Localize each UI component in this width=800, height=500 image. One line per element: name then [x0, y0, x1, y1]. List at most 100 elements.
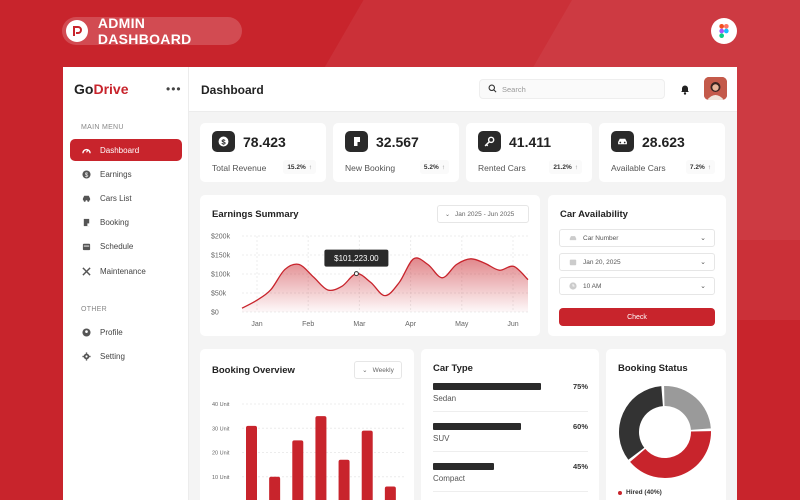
date-select[interactable]: Jan 20, 2025 ⌄ — [559, 253, 715, 271]
more-dots-icon[interactable]: ••• — [166, 82, 182, 96]
topbar: Dashboard — [189, 67, 737, 112]
stat-value: 32.567 — [376, 134, 419, 150]
earnings-area — [242, 257, 528, 312]
stat-change-badge: 15.2% ↑ — [283, 160, 316, 174]
stat-label: New Booking — [345, 163, 396, 173]
sidebar-item-dashboard[interactable]: Dashboard — [70, 139, 182, 161]
booking-bar — [384, 486, 396, 500]
chevron-down-icon: ⌄ — [700, 235, 706, 242]
sidebar-item-cars-list[interactable]: Cars List — [70, 187, 182, 209]
app-logo[interactable]: GoDrive — [74, 81, 129, 97]
bell-icon[interactable] — [676, 80, 694, 98]
divider — [433, 411, 588, 412]
arrow-up-icon: ↑ — [707, 163, 711, 171]
clock-icon — [569, 282, 577, 290]
other-menu-label: OTHER — [81, 306, 107, 313]
stat-value: 41.411 — [509, 134, 552, 150]
x-tick-label: Jan — [251, 321, 262, 328]
dollar-icon: $ — [212, 131, 235, 152]
booking-bar — [246, 425, 257, 500]
donut-segment — [619, 386, 663, 460]
sidebar-item-profile[interactable]: Profile — [70, 321, 182, 343]
y-tick-label: $0 — [211, 310, 219, 317]
divider — [433, 451, 588, 452]
sidebar-item-schedule[interactable]: Schedule — [70, 235, 182, 257]
booking-bar — [269, 476, 281, 500]
y-tick-label: $100k — [211, 272, 231, 279]
x-tick-label: Apr — [405, 321, 417, 328]
booking-overview-chart: 40 Unit 30 Unit 20 Unit 10 Unit — [212, 402, 404, 500]
donut-segment — [664, 386, 711, 430]
sidebar-item-earnings[interactable]: $ Earnings — [70, 163, 182, 185]
booking-status-title: Booking Status — [618, 363, 688, 374]
dashboard-window: GoDrive ••• MAIN MENU Dashboard $ Earnin… — [63, 67, 737, 500]
gear-icon — [82, 351, 91, 361]
key-icon — [478, 131, 501, 152]
earnings-summary-card: Earnings Summary ⌄ Jan 2025 - Jun 2025 $2… — [200, 195, 540, 336]
stat-card-total-revenue[interactable]: $ 78.423 Total Revenue 15.2% ↑ — [200, 123, 326, 182]
y-tick-label: 20 Unit — [212, 451, 230, 457]
car-number-select[interactable]: Car Number ⌄ — [559, 229, 715, 247]
main-menu-label: MAIN MENU — [81, 124, 124, 131]
car-availability-card: Car Availability Car Number ⌄ Jan 20, 20… — [548, 195, 726, 336]
booking-bar — [338, 459, 350, 500]
tools-icon — [82, 266, 91, 276]
car-type-title: Car Type — [433, 363, 473, 374]
sidebar: GoDrive ••• MAIN MENU Dashboard $ Earnin… — [63, 67, 189, 500]
chevron-down-icon: ⌄ — [362, 367, 368, 374]
availability-title: Car Availability — [560, 209, 628, 220]
booking-overview-card: Booking Overview ⌄ Weekly 40 Unit 30 Unit 2… — [200, 349, 414, 500]
x-tick-label: Jun — [507, 321, 518, 328]
period-dropdown[interactable]: ⌄ Weekly — [354, 361, 402, 379]
coin-icon: $ — [82, 169, 91, 179]
y-tick-label: $150k — [211, 253, 231, 260]
sidebar-item-maintenance[interactable]: Maintenance — [70, 260, 182, 282]
brand-logo-icon — [66, 20, 88, 42]
booking-overview-title: Booking Overview — [212, 365, 295, 376]
calendar-icon — [569, 258, 577, 266]
stat-card-rented-cars[interactable]: 41.411 Rented Cars 21.2% ↑ — [466, 123, 592, 182]
sidebar-item-setting[interactable]: Setting — [70, 345, 182, 367]
car-type-bar — [433, 423, 521, 430]
svg-text:$: $ — [221, 137, 226, 146]
sidebar-item-label: Setting — [100, 351, 125, 361]
legend-dot — [618, 490, 622, 495]
check-button[interactable]: Check — [559, 308, 715, 326]
sidebar-item-label: Schedule — [100, 241, 134, 251]
divider — [433, 491, 588, 492]
search-input[interactable] — [502, 84, 652, 94]
search-box[interactable] — [479, 79, 665, 99]
legend-item: Hired (40%) — [618, 489, 662, 496]
stat-change-badge: 5.2% ↑ — [419, 160, 449, 174]
earnings-title: Earnings Summary — [212, 209, 299, 220]
car-icon — [82, 194, 91, 203]
badge-title: ADMIN DASHBOARD — [97, 15, 192, 47]
stat-change-badge: 21.2% ↑ — [549, 160, 582, 174]
user-icon — [82, 327, 91, 337]
arrow-up-icon: ↑ — [441, 163, 445, 171]
time-select[interactable]: 10 AM ⌄ — [559, 277, 715, 295]
avatar[interactable] — [704, 77, 727, 100]
x-tick-label: Mar — [353, 321, 366, 328]
svg-text:$: $ — [85, 171, 89, 178]
booking-icon — [82, 218, 91, 227]
tooltip-value: $101,223.00 — [334, 254, 379, 263]
car-type-label: Compact — [433, 474, 466, 483]
car-type-label: Sedan — [433, 394, 457, 403]
search-icon — [488, 80, 497, 98]
stat-card-new-booking[interactable]: 32.567 New Booking 5.2% ↑ — [333, 123, 459, 182]
y-tick-label: 30 Unit — [212, 426, 230, 432]
booking-bar — [361, 430, 373, 500]
booking-icon — [345, 131, 368, 152]
stat-card-available-cars[interactable]: 28.623 Available Cars 7.2% ↑ — [599, 123, 725, 182]
sidebar-item-label: Maintenance — [100, 266, 146, 276]
booking-bar — [315, 416, 327, 500]
stat-label: Available Cars — [611, 163, 666, 173]
donut-segment — [630, 431, 711, 478]
y-tick-label: 40 Unit — [212, 402, 230, 408]
title-badge: ADMIN DASHBOARD — [62, 15, 242, 47]
sidebar-item-booking[interactable]: Booking — [70, 211, 182, 233]
date-range-dropdown[interactable]: ⌄ Jan 2025 - Jun 2025 — [437, 205, 529, 223]
y-tick-label: 10 Unit — [212, 475, 230, 481]
chevron-down-icon: ⌄ — [700, 259, 706, 266]
